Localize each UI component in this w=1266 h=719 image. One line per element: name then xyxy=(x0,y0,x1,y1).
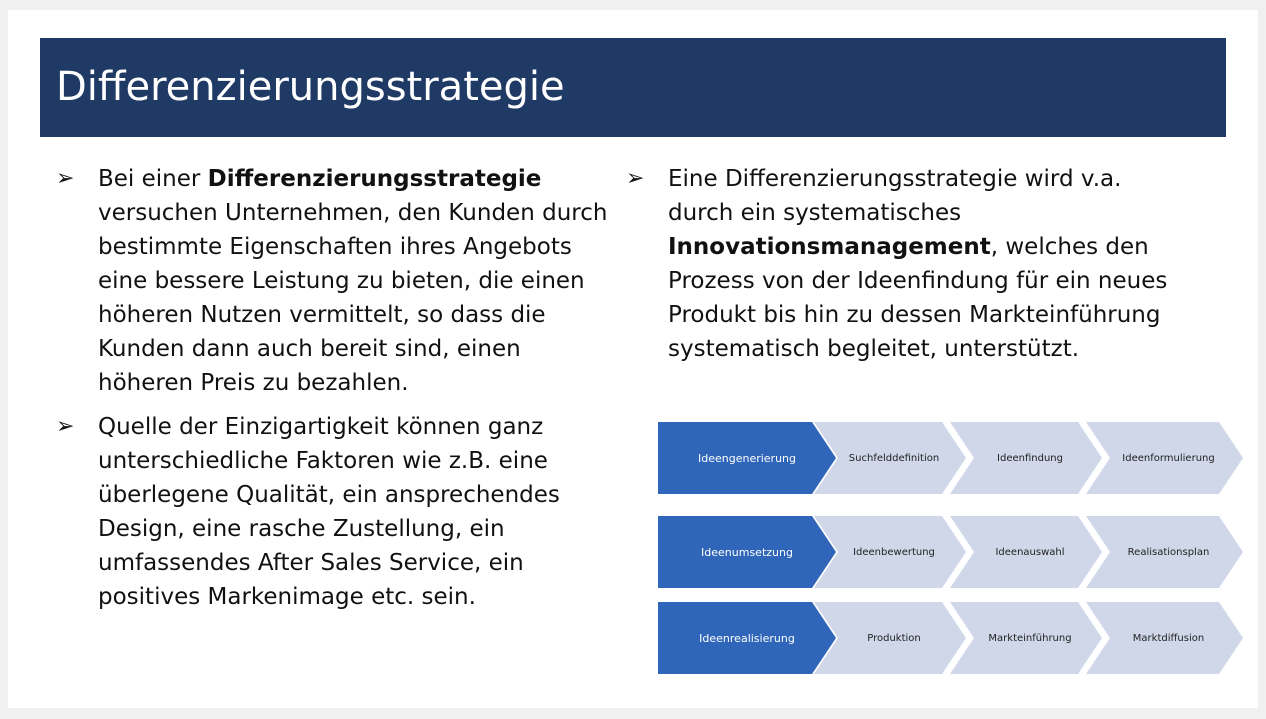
process-step-chevron: Realisationsplan xyxy=(1086,516,1243,588)
process-row-ideenrealisierung: Ideenrealisierung Produktion Markteinfüh… xyxy=(658,602,1243,674)
left-column: ➢ Bei einer Differenzierungsstrategie ve… xyxy=(56,162,612,624)
process-step-chevron: Ideenbewertung xyxy=(814,516,966,588)
process-step-chevron: Produktion xyxy=(814,602,966,674)
process-step-chevron: Marktdiffusion xyxy=(1086,602,1243,674)
bullet-text: , welches den Prozess von der Ideenfindu… xyxy=(668,234,1168,362)
process-row-ideenumsetzung: Ideenumsetzung Ideenbewertung Ideenauswa… xyxy=(658,516,1243,588)
bullet-differentiation-definition: ➢ Bei einer Differenzierungsstrategie ve… xyxy=(56,162,612,400)
process-step-chevron: Ideenfindung xyxy=(950,422,1102,494)
process-phase-chevron: Ideenumsetzung xyxy=(658,516,836,588)
right-column: ➢ Eine Differenzierungsstrategie wird v.… xyxy=(626,162,1186,376)
bullet-text: versuchen Unternehmen, den Kunden durch … xyxy=(98,200,608,396)
bullet-arrow-icon: ➢ xyxy=(626,166,645,191)
process-phase-chevron: Ideengenerierung xyxy=(658,422,836,494)
bullet-text: Quelle der Einzigartigkeit können ganz u… xyxy=(98,414,560,610)
bullet-innovation-management: ➢ Eine Differenzierungsstrategie wird v.… xyxy=(626,162,1186,366)
slide: Differenzierungsstrategie ➢ Bei einer Di… xyxy=(8,10,1258,708)
process-row-ideengenerierung: Ideengenerierung Suchfelddefinition Idee… xyxy=(658,422,1243,494)
process-step-chevron: Ideenformulierung xyxy=(1086,422,1243,494)
process-phase-chevron: Ideenrealisierung xyxy=(658,602,836,674)
slide-title: Differenzierungsstrategie xyxy=(56,64,565,110)
innovation-process-diagram: Ideengenerierung Suchfelddefinition Idee… xyxy=(658,422,1243,682)
bullet-text: Eine Differenzierungsstrategie wird v.a.… xyxy=(668,166,1122,226)
bullet-uniqueness-sources: ➢ Quelle der Einzigartigkeit können ganz… xyxy=(56,410,612,614)
process-step-chevron: Markteinführung xyxy=(950,602,1102,674)
bullet-bold-term: Differenzierungsstrategie xyxy=(207,166,542,192)
process-step-chevron: Ideenauswahl xyxy=(950,516,1102,588)
bullet-arrow-icon: ➢ xyxy=(56,166,75,191)
process-step-chevron: Suchfelddefinition xyxy=(814,422,966,494)
bullet-text: Bei einer xyxy=(98,166,208,192)
bullet-bold-term: Innovationsmanagement xyxy=(668,234,991,260)
bullet-arrow-icon: ➢ xyxy=(56,414,75,439)
title-bar: Differenzierungsstrategie xyxy=(40,38,1226,137)
